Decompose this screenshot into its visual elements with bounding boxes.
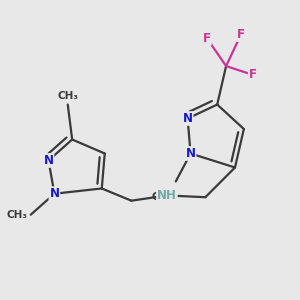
Text: F: F xyxy=(237,28,245,41)
Text: F: F xyxy=(249,68,257,81)
Text: F: F xyxy=(203,32,211,45)
Text: CH₃: CH₃ xyxy=(7,210,28,220)
Text: N: N xyxy=(44,154,53,167)
Text: N: N xyxy=(186,147,196,160)
Text: N: N xyxy=(183,112,193,125)
Text: N: N xyxy=(50,187,59,200)
Text: CH₃: CH₃ xyxy=(152,192,173,202)
Text: NH: NH xyxy=(157,189,177,202)
Text: CH₃: CH₃ xyxy=(57,91,78,101)
